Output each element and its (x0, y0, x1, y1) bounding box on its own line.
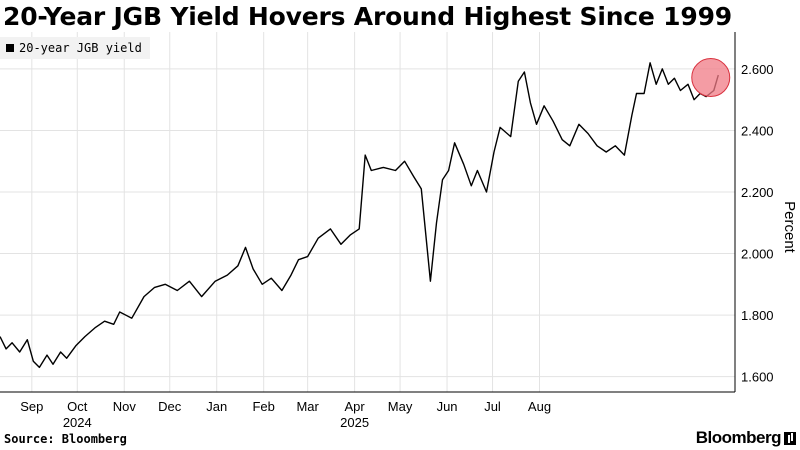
y-tick-label: 1.800 (741, 308, 774, 323)
source-note: Source: Bloomberg (4, 432, 127, 446)
y-tick-label: 1.600 (741, 370, 774, 385)
legend-swatch (6, 44, 14, 52)
x-tick-label: Apr (345, 399, 366, 414)
highlight-circle (691, 58, 731, 98)
x-year-label: 2024 (63, 415, 92, 430)
y-tick-label: 2.200 (741, 185, 774, 200)
brand-name: Bloomberg (695, 428, 782, 447)
x-tick-label: Jan (206, 399, 227, 414)
legend-label: 20-year JGB yield (19, 41, 142, 55)
y-tick-label: 2.000 (741, 247, 774, 262)
x-tick-label: Feb (252, 399, 274, 414)
chart-title: 20-Year JGB Yield Hovers Around Highest … (3, 2, 732, 31)
x-tick-label: Dec (158, 399, 182, 414)
x-tick-label: Sep (20, 399, 43, 414)
y-tick-label: 2.600 (741, 62, 774, 77)
x-tick-label: Mar (296, 399, 319, 414)
x-tick-label: Jul (484, 399, 501, 414)
x-tick-label: Aug (528, 399, 551, 414)
y-axis-label: Percent (781, 201, 798, 254)
x-tick-label: Nov (113, 399, 137, 414)
x-tick-label: Jun (437, 399, 458, 414)
brand-logo: Bloomberg (696, 428, 796, 448)
bloomberg-terminal-icon (784, 431, 796, 445)
y-tick-label: 2.400 (741, 123, 774, 138)
x-tick-label: Oct (67, 399, 88, 414)
series-line (0, 62, 719, 369)
x-tick-label: May (388, 399, 413, 414)
legend: 20-year JGB yield (0, 37, 150, 59)
x-year-label: 2025 (340, 415, 369, 430)
